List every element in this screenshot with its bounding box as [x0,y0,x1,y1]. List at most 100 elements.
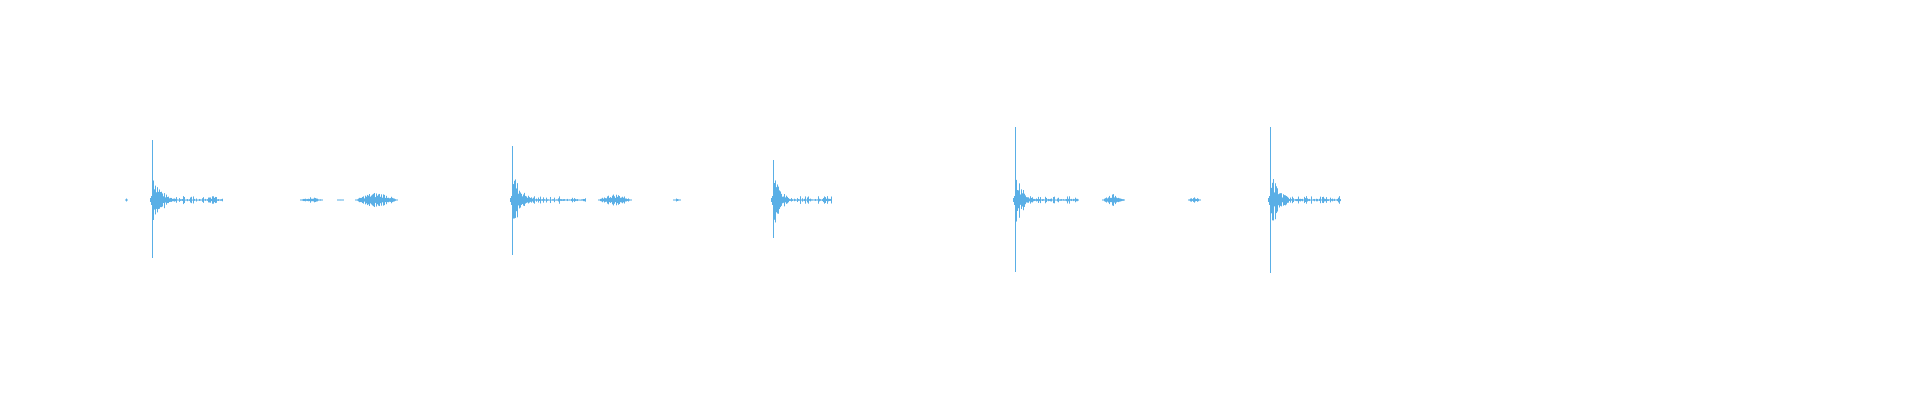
waveform-sample [805,196,806,204]
waveform-sample [808,196,809,204]
waveform-sample [188,199,189,201]
waveform-sample [192,199,193,201]
waveform-sample [193,196,194,204]
waveform-sample [1014,196,1015,205]
waveform-sample [314,197,315,203]
waveform-sample [393,198,394,202]
waveform-sample [1275,183,1276,220]
waveform-sample [199,198,200,201]
waveform-peak [1270,127,1271,273]
waveform-sample [368,195,369,205]
waveform-sample [1322,197,1323,203]
waveform-sample [1197,198,1198,202]
waveform-sample [784,193,785,207]
waveform-sample [379,193,380,207]
waveform-sample [196,198,197,202]
waveform-sample [615,197,616,203]
waveform-sample [572,197,573,203]
waveform-sample [1195,198,1196,202]
waveform-sample [201,199,202,201]
waveform-sample [776,187,777,213]
waveform-sample [380,196,381,204]
waveform-sample [218,199,219,201]
waveform-sample [1047,199,1048,201]
waveform-sample [822,199,823,202]
waveform-sample [626,198,627,202]
waveform-sample [191,196,192,204]
waveform-sample [365,195,366,205]
waveform-sample [1052,199,1053,201]
waveform-sample [1034,198,1035,202]
waveform-sample [373,193,374,207]
waveform-sample [1019,183,1020,218]
waveform-sample [217,199,218,201]
waveform-sample [156,192,157,209]
waveform-sample [1295,199,1296,201]
waveform-sample [222,198,223,202]
waveform-sample [533,197,534,203]
waveform-sample [1037,199,1038,202]
waveform-sample [1040,197,1041,204]
waveform-sample [165,197,166,203]
waveform-sample [1334,198,1335,201]
waveform-sample [392,197,393,203]
waveform-sample [609,197,610,203]
waveform-sample [616,194,617,206]
waveform-sample [366,196,367,204]
waveform-sample [536,198,537,202]
waveform-sample [1301,199,1302,201]
waveform-sample [1117,198,1118,202]
waveform-sample [1108,197,1109,203]
waveform-sample [176,197,177,203]
waveform-sample [1337,198,1338,202]
waveform-sample [1053,197,1054,204]
waveform-sample [1013,198,1014,202]
waveform-sample [1335,199,1336,201]
waveform-sample [174,198,175,202]
waveform-sample [799,199,800,201]
waveform-sample [830,198,831,201]
waveform-sample [175,198,176,202]
waveform-sample [511,196,512,205]
waveform-sample [624,196,625,204]
waveform-peak [773,160,774,238]
waveform-sample [1310,199,1311,201]
waveform-sample [1333,199,1334,201]
waveform-sample [1020,194,1021,205]
waveform-sample [204,199,205,201]
waveform-sample [631,199,632,201]
waveform-sample [1071,198,1072,202]
waveform-sample [578,199,579,201]
waveform-sample [1050,198,1051,202]
waveform-sample [538,197,539,203]
waveform-sample [604,197,605,203]
waveform-peak [512,146,513,255]
waveform-sample [1307,198,1308,202]
waveform-sample [1328,199,1329,201]
waveform-sample [577,199,578,202]
waveform-sample [1200,199,1201,201]
waveform-sample [211,198,212,202]
waveform-sample [561,199,562,201]
waveform-sample [513,184,514,219]
waveform-sample [189,199,190,201]
waveform-sample [1304,196,1305,204]
waveform-sample [167,197,168,204]
waveform-sample [1035,199,1036,201]
waveform-sample [151,196,152,205]
waveform-sample [620,197,621,203]
waveform-sample [1297,198,1298,202]
waveform-sample [1269,196,1270,205]
waveform-sample [312,198,313,202]
waveform-sample [125,199,126,201]
waveform-sample [1056,199,1057,201]
waveform-sample [180,199,181,201]
waveform-sample [1119,198,1120,202]
waveform-sample [583,198,584,202]
waveform-sample [1030,196,1031,204]
waveform-sample [182,199,183,201]
waveform-sample [605,198,606,202]
waveform-sample [1105,198,1106,202]
waveform-sample [807,197,808,203]
